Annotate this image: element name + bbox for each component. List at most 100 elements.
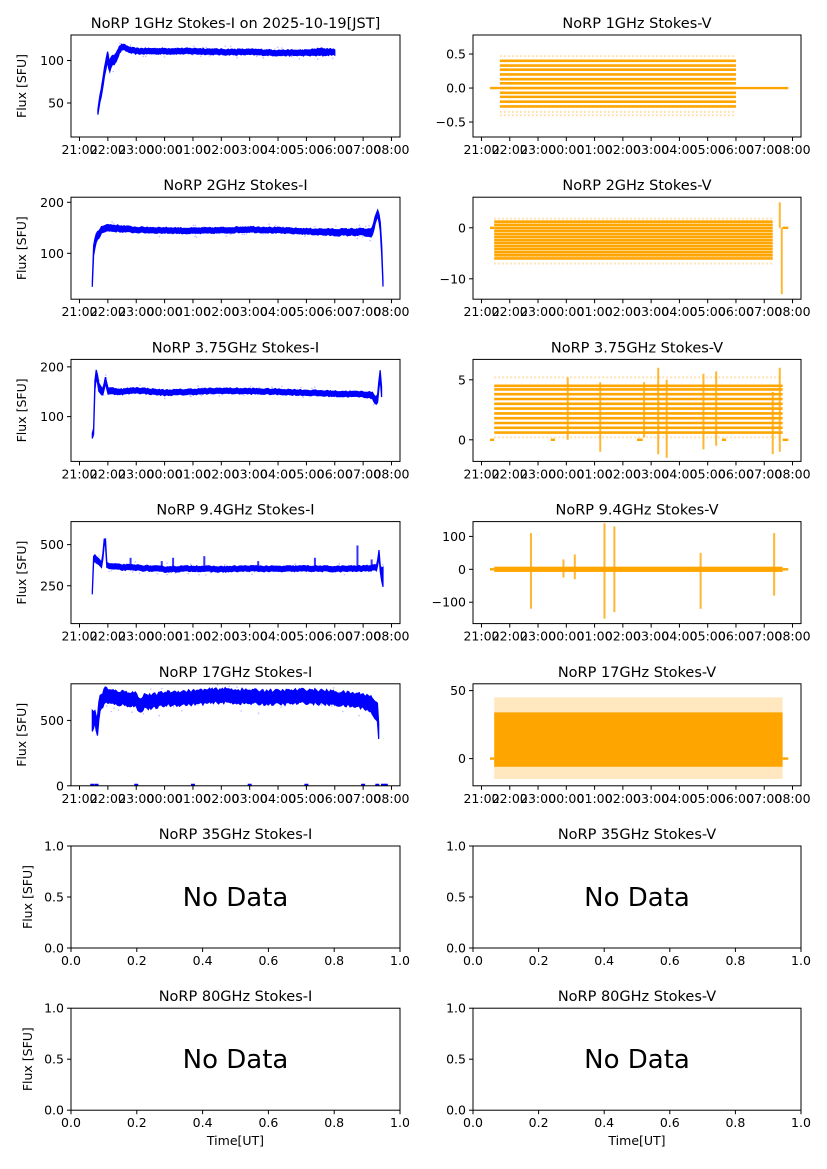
data-point bbox=[116, 682, 118, 684]
data-point bbox=[174, 571, 177, 574]
data-point bbox=[171, 50, 173, 53]
data-point bbox=[284, 569, 287, 571]
data-point bbox=[146, 225, 149, 228]
subplot-2ghz-i: NoRP 2GHz Stokes-I 21:0022:0023:0000:0001… bbox=[14, 178, 410, 319]
data-point bbox=[320, 703, 323, 706]
data-point bbox=[194, 51, 197, 54]
x-tick-label: 23:00 bbox=[520, 142, 556, 157]
subplot-title: NoRP 3.75GHz Stokes-I bbox=[152, 340, 319, 356]
data-point bbox=[105, 705, 108, 707]
data-point bbox=[203, 696, 206, 699]
data-point bbox=[259, 696, 262, 699]
x-tick-label: 21:00 bbox=[463, 142, 499, 157]
data-point bbox=[104, 549, 107, 551]
data-point bbox=[312, 567, 314, 570]
data-point bbox=[166, 573, 168, 576]
data-point bbox=[262, 57, 265, 59]
data-point bbox=[327, 390, 330, 392]
x-tick-label: 21:00 bbox=[61, 791, 97, 806]
x-tick-label: 0.6 bbox=[660, 1115, 680, 1130]
subplot-title: NoRP 2GHz Stokes-V bbox=[562, 178, 711, 194]
x-tick-label: 05:00 bbox=[288, 791, 324, 806]
data-point bbox=[372, 403, 375, 406]
x-tick-label: 04:00 bbox=[260, 142, 296, 157]
data-point bbox=[155, 51, 158, 54]
data-point bbox=[208, 55, 211, 57]
data-point bbox=[104, 538, 106, 541]
x-tick-label: 06:00 bbox=[718, 791, 754, 806]
data-point bbox=[107, 389, 110, 392]
y-tick-label: −10 bbox=[440, 271, 466, 286]
data-point bbox=[236, 57, 239, 59]
data-point bbox=[214, 689, 216, 692]
data-point bbox=[180, 709, 183, 712]
data-point bbox=[261, 697, 264, 699]
x-tick-label: 21:00 bbox=[61, 142, 97, 157]
x-tick-label: 05:00 bbox=[690, 466, 726, 481]
series-band-0 bbox=[97, 43, 336, 115]
data-point bbox=[302, 565, 305, 567]
y-tick-label: 0 bbox=[458, 751, 466, 766]
data-point bbox=[206, 689, 209, 691]
data-point bbox=[342, 710, 344, 713]
data-point bbox=[276, 394, 279, 396]
x-tick-label: 08:00 bbox=[373, 629, 409, 644]
data-point bbox=[194, 235, 196, 238]
x-tick-label: 03:00 bbox=[633, 791, 669, 806]
data-point bbox=[336, 234, 339, 237]
data-point bbox=[202, 393, 205, 395]
x-tick-label: 0.4 bbox=[594, 1115, 614, 1130]
axes-frame bbox=[472, 683, 802, 787]
data-point bbox=[376, 708, 378, 710]
data-point bbox=[314, 225, 316, 228]
no-data-annotation: No Data bbox=[183, 1045, 289, 1075]
data-point bbox=[224, 688, 227, 690]
data-point bbox=[303, 565, 306, 568]
x-tick-label: 06:00 bbox=[317, 466, 353, 481]
x-tick-label: 08:00 bbox=[373, 791, 409, 806]
dense-band bbox=[494, 566, 783, 572]
data-point bbox=[251, 573, 253, 575]
data-point bbox=[262, 226, 265, 228]
x-tick-label: 21:00 bbox=[463, 629, 499, 644]
x-tick-label: 0.0 bbox=[463, 953, 483, 968]
x-tick-label: 08:00 bbox=[373, 466, 409, 481]
x-tick-label: 0.8 bbox=[725, 1115, 745, 1130]
plot-area bbox=[489, 697, 789, 779]
x-tick-label: 02:00 bbox=[203, 142, 239, 157]
x-tick-label: 0.0 bbox=[463, 1115, 483, 1130]
data-point bbox=[290, 55, 292, 57]
data-point bbox=[92, 254, 95, 257]
data-point bbox=[324, 231, 326, 234]
plot-area bbox=[90, 682, 388, 786]
y-axis-label: Flux [SFU] bbox=[20, 1027, 35, 1091]
data-point bbox=[322, 55, 324, 57]
data-point bbox=[224, 564, 226, 566]
y-tick-label: 0.5 bbox=[446, 1052, 466, 1067]
subplot-35ghz-v: NoRP 35GHz Stokes-V 0.0 0.2 0.4 0.6 0.8 1.0 0.0… bbox=[446, 827, 811, 968]
data-point bbox=[245, 232, 248, 235]
data-point bbox=[381, 563, 384, 566]
y-tick-label: 0.0 bbox=[446, 941, 466, 956]
x-tick-label: 23:00 bbox=[118, 629, 154, 644]
data-point bbox=[299, 569, 302, 571]
x-tick-label: 08:00 bbox=[373, 304, 409, 319]
data-point bbox=[174, 572, 177, 574]
y-tick-label: 500 bbox=[40, 537, 64, 552]
data-point bbox=[361, 236, 364, 238]
data-point bbox=[306, 565, 309, 568]
data-point bbox=[240, 49, 242, 52]
data-point bbox=[190, 395, 192, 398]
data-point bbox=[290, 233, 293, 235]
data-point bbox=[211, 568, 214, 571]
data-point bbox=[210, 571, 212, 574]
x-tick-label: 23:00 bbox=[118, 304, 154, 319]
data-point bbox=[262, 227, 265, 229]
subplot-80ghz-i: NoRP 80GHz Stokes-I 0.0 0.2 0.4 0.6 0.8 1.0 0.0… bbox=[20, 989, 410, 1148]
x-tick-label: 05:00 bbox=[288, 466, 324, 481]
x-tick-label: 00:00 bbox=[147, 304, 183, 319]
data-point bbox=[307, 391, 310, 394]
data-point bbox=[322, 566, 325, 569]
x-tick-label: 07:00 bbox=[345, 304, 381, 319]
data-point bbox=[105, 66, 107, 69]
